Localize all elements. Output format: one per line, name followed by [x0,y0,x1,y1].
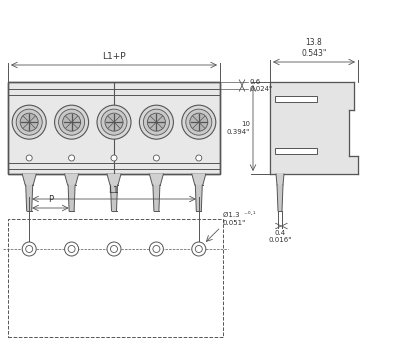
Polygon shape [22,174,36,185]
Circle shape [54,105,89,139]
Circle shape [12,105,46,139]
Circle shape [97,105,131,139]
Bar [8,219,223,337]
Circle shape [140,105,174,139]
Circle shape [149,242,164,256]
Circle shape [147,113,166,131]
Circle shape [20,113,38,131]
Bar [8,82,220,174]
Polygon shape [26,185,33,211]
Polygon shape [68,185,75,211]
Text: 0.6
0.024": 0.6 0.024" [250,79,273,92]
Polygon shape [270,82,358,174]
Polygon shape [110,185,118,211]
Circle shape [26,155,32,161]
Circle shape [154,155,159,161]
Circle shape [101,109,127,135]
Bar [275,148,317,154]
Polygon shape [107,174,121,185]
Circle shape [22,242,36,256]
Circle shape [196,155,202,161]
Text: 13.8
0.543": 13.8 0.543" [301,38,327,58]
Circle shape [192,242,206,256]
Circle shape [16,109,42,135]
Text: L1: L1 [109,186,119,195]
Bar [8,82,220,174]
Text: L1+P: L1+P [102,52,126,61]
Circle shape [69,155,74,161]
Polygon shape [192,174,206,185]
Circle shape [111,155,117,161]
Circle shape [182,105,216,139]
Text: P: P [48,195,53,204]
Text: Ø1.3  ⁻⁰·¹
0.051": Ø1.3 ⁻⁰·¹ 0.051" [223,212,256,226]
Text: 10
0.394": 10 0.394" [227,121,250,135]
Polygon shape [195,185,202,211]
Circle shape [107,242,121,256]
Polygon shape [150,174,164,185]
Circle shape [68,245,75,252]
Circle shape [58,109,85,135]
Circle shape [105,113,123,131]
Circle shape [110,245,118,252]
Polygon shape [277,185,283,211]
Circle shape [144,109,170,135]
Circle shape [195,245,202,252]
Polygon shape [153,185,160,211]
Circle shape [64,242,78,256]
Circle shape [26,245,33,252]
Circle shape [190,113,208,131]
Polygon shape [276,174,284,185]
Circle shape [186,109,212,135]
Circle shape [62,113,80,131]
Bar [275,96,317,102]
Text: 0.4
0.016": 0.4 0.016" [268,230,292,244]
Polygon shape [64,174,78,185]
Circle shape [153,245,160,252]
